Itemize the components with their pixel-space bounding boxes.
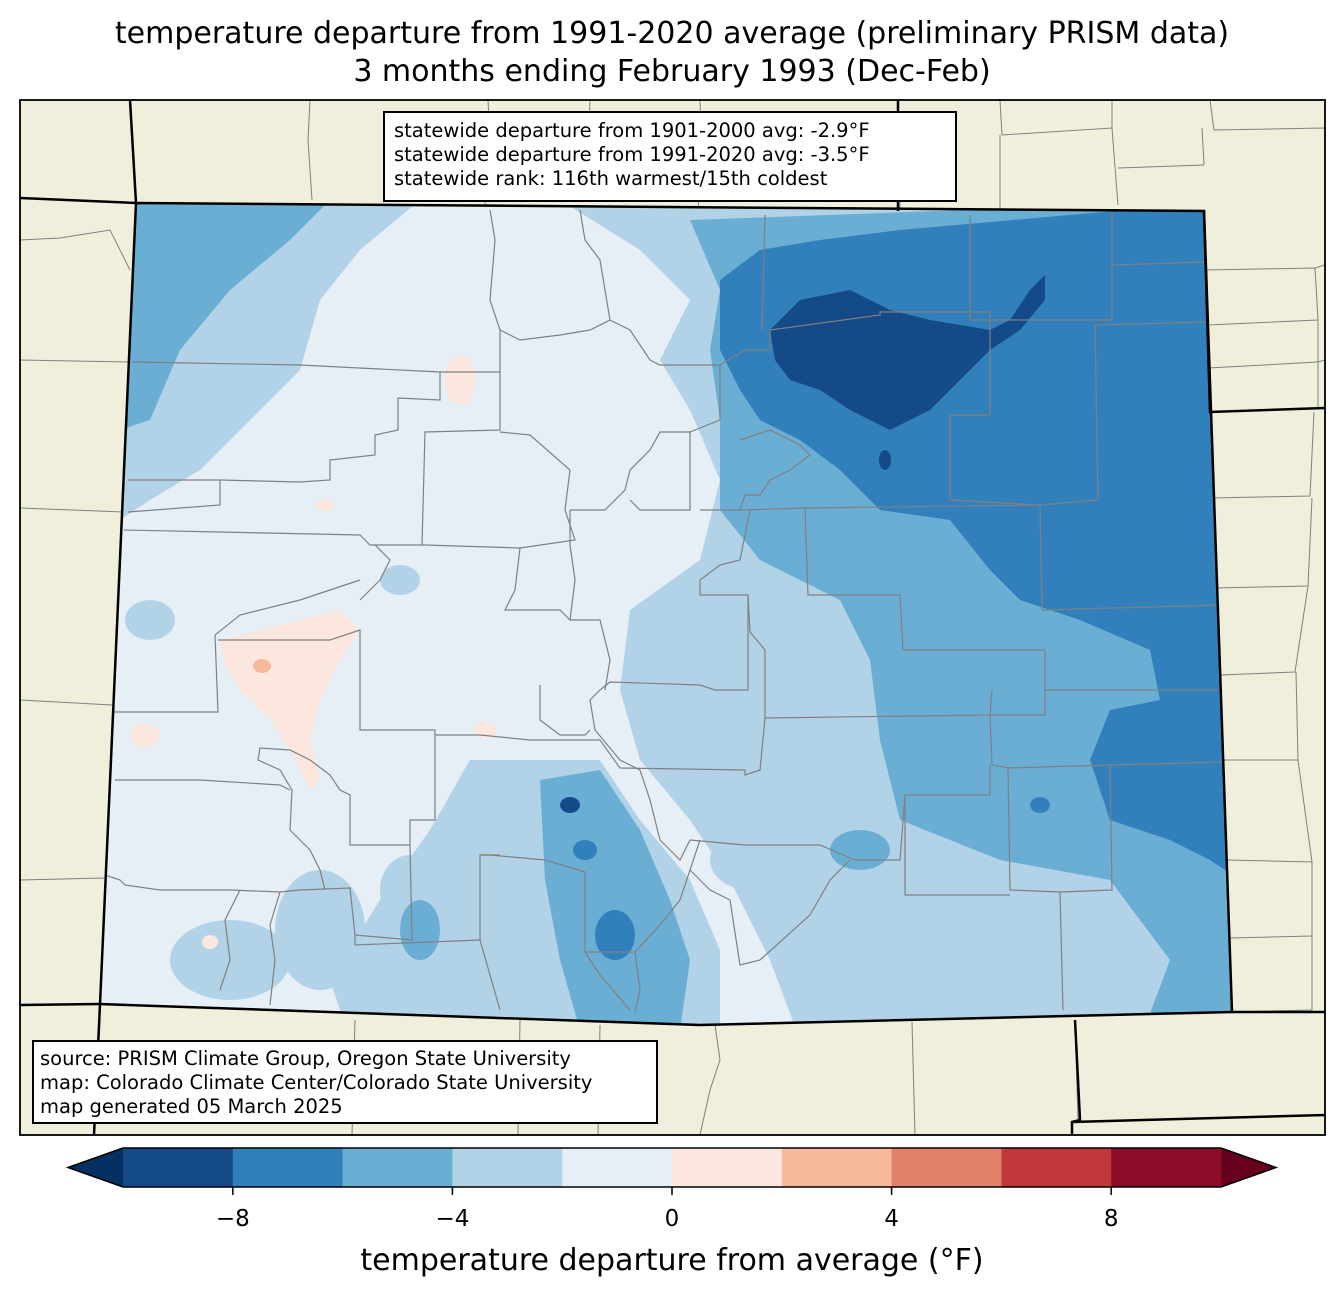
colorbar-under-arrow	[68, 1148, 123, 1187]
state-lines	[20, 100, 1325, 1135]
colorbar-bin	[562, 1148, 673, 1187]
county-lines	[104, 209, 1223, 1013]
colorbar	[65, 1147, 1279, 1195]
colorbar-bin	[891, 1148, 1002, 1187]
stats-departure-1991-2020: statewide departure from 1991-2020 avg: …	[394, 143, 870, 166]
colorbar-tick-label: 4	[884, 1206, 899, 1232]
map-title-line-2: 3 months ending February 1993 (Dec-Feb)	[353, 54, 991, 89]
colorbar-tick-label: −4	[435, 1206, 470, 1232]
colorbar-over-arrow	[1221, 1148, 1276, 1187]
stats-departure-1901-2000: statewide departure from 1901-2000 avg: …	[394, 119, 870, 142]
colorbar-tick-label: −8	[215, 1206, 250, 1232]
colorbar-tick-label: 0	[664, 1206, 680, 1232]
map-credit-line: map: Colorado Climate Center/Colorado St…	[40, 1071, 593, 1094]
map-title-line-1: temperature departure from 1991-2020 ave…	[114, 16, 1230, 51]
colorbar-bin	[672, 1148, 783, 1187]
colorbar-bin	[1111, 1148, 1222, 1187]
colorbar-bin	[232, 1148, 344, 1187]
temperature-field	[100, 203, 1232, 1025]
colorbar-bin	[1001, 1148, 1112, 1187]
colorbar-label: temperature departure from average (°F)	[360, 1243, 984, 1278]
colorbar-bin	[452, 1148, 563, 1187]
colorbar-outline	[65, 1147, 1279, 1188]
map-generated-date: map generated 05 March 2025	[40, 1095, 343, 1118]
stats-rank: statewide rank: 116th warmest/15th colde…	[394, 167, 828, 190]
colorado-border	[98, 201, 1234, 1027]
colorbar-bin	[781, 1148, 893, 1187]
colorbar-bin	[123, 1148, 234, 1187]
map-frame	[19, 99, 1326, 1136]
source-line: source: PRISM Climate Group, Oregon Stat…	[40, 1047, 571, 1070]
colorbar-bin	[342, 1148, 453, 1187]
statewide-stats-box: statewide departure from 1901-2000 avg: …	[383, 111, 957, 202]
colorbar-tick-label: 8	[1103, 1206, 1119, 1232]
source-credits-box: source: PRISM Climate Group, Oregon Stat…	[32, 1040, 658, 1124]
